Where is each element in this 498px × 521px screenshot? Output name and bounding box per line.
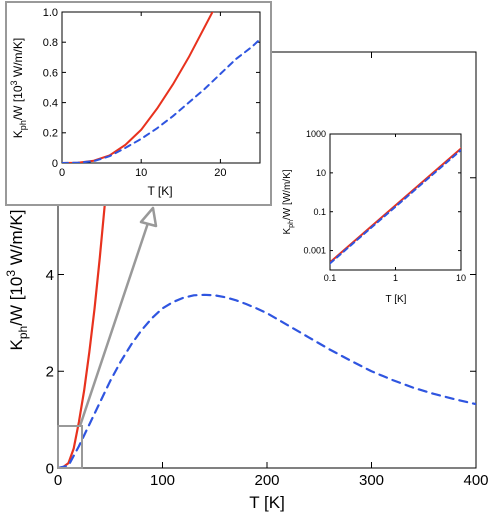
main-series-group xyxy=(58,142,476,468)
zoom-series-group xyxy=(62,12,260,163)
main-x-tick-label: 300 xyxy=(359,472,384,489)
zoom-region-box xyxy=(57,425,83,469)
zoom-y-label: Kph/W [103 W/m/K] xyxy=(9,38,28,138)
log-y-tick-label: 0.001 xyxy=(303,246,326,256)
main-y-label: Kph/W [103 W/m/K] xyxy=(4,210,30,351)
zoom-inset-outer-frame xyxy=(5,1,272,206)
zoom-x-tick-label: 10 xyxy=(135,167,147,179)
main-series-dashed-line xyxy=(58,293,476,468)
zoom-x-label: T [K] xyxy=(147,184,172,198)
zoom-y-tick-label: 0.4 xyxy=(43,97,58,109)
zoom-y-tick-label: 0.8 xyxy=(43,37,58,49)
zoom-ticks: 0 10 20 0 0.2 0.4 0.6 0.8 1.0 xyxy=(43,7,260,179)
main-y-tick-label: 0 xyxy=(46,460,54,477)
log-series-group xyxy=(330,147,461,265)
log-inset-plot-frame xyxy=(329,133,462,271)
log-y-label: Kph/W [W/m/K] xyxy=(282,169,295,234)
zoom-y-tick-label: 0 xyxy=(52,158,58,170)
zoom-y-tick-label: 0.2 xyxy=(43,128,58,140)
main-x-tick-label: 400 xyxy=(463,472,488,489)
main-plot: 01002003004000246 T [K] Kph/W [103 W/m/K… xyxy=(4,51,489,512)
log-series-dashed-line xyxy=(330,149,461,265)
log-y-tick-label: 1000 xyxy=(306,129,326,139)
zoom-x-tick-label: 20 xyxy=(214,167,226,179)
zoom-series-dashed-line xyxy=(62,38,260,163)
log-x-tick-label: 1 xyxy=(393,273,398,283)
main-x-tick-label: 200 xyxy=(254,472,279,489)
main-y-tick-label: 4 xyxy=(46,267,54,284)
main-series-solid-line xyxy=(58,142,112,468)
zoom-inset: 0 10 20 0 0.2 0.4 0.6 0.8 1.0 T [K] Kph/W [103 W… xyxy=(5,1,272,206)
main-y-tick-label: 2 xyxy=(46,364,54,381)
log-ticks: 0.1 1 10 0.001 0.1 10 1000 xyxy=(303,129,466,283)
zoom-inset-plot-frame xyxy=(61,11,261,164)
log-x-tick-label: 10 xyxy=(456,273,466,283)
zoom-arrow xyxy=(78,206,158,427)
log-y-tick-label: 10 xyxy=(316,168,326,178)
log-inset: 0.1 1 10 0.001 0.1 10 1000 T [K] Kph/W [W/m/K] xyxy=(282,129,466,305)
zoom-y-tick-label: 1.0 xyxy=(43,7,58,19)
log-x-label: T [K] xyxy=(386,294,407,305)
main-x-tick-label: 0 xyxy=(54,472,62,489)
main-ticks: 01002003004000246 xyxy=(46,52,489,489)
log-x-tick-label: 0.1 xyxy=(324,273,337,283)
log-y-tick-label: 0.1 xyxy=(313,207,326,217)
main-x-tick-label: 100 xyxy=(150,472,175,489)
zoom-x-tick-label: 0 xyxy=(59,167,65,179)
zoom-y-tick-label: 0.6 xyxy=(43,67,58,79)
main-x-label: T [K] xyxy=(249,493,285,512)
